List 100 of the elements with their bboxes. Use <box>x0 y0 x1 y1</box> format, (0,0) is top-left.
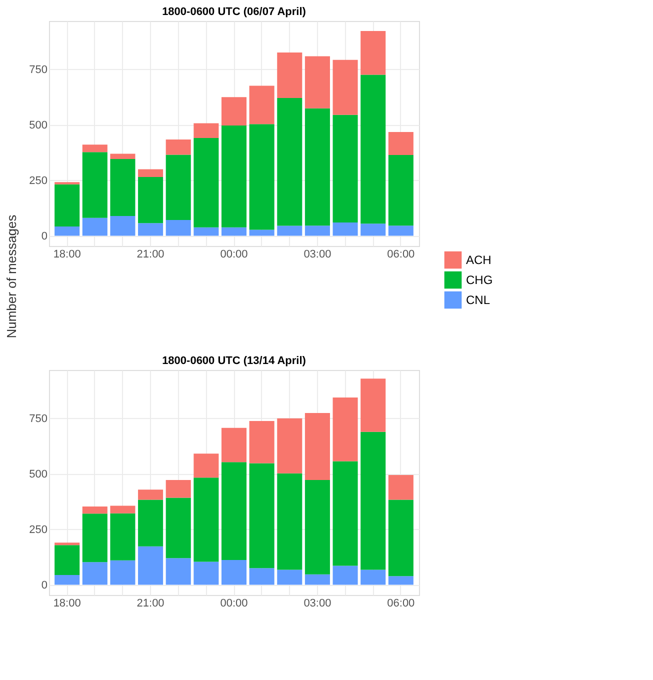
x-tick-label: 00:00 <box>220 598 248 610</box>
bar <box>332 398 358 462</box>
bar <box>249 568 274 585</box>
bar <box>138 500 164 546</box>
bar <box>166 220 191 236</box>
bar <box>194 478 219 562</box>
bar <box>138 176 164 224</box>
bar <box>54 226 80 236</box>
bar <box>194 562 219 585</box>
bar <box>304 413 330 480</box>
bar <box>360 570 386 585</box>
bar <box>360 378 386 432</box>
bar <box>82 218 108 236</box>
bar <box>277 570 302 585</box>
bar <box>388 474 414 500</box>
bar <box>388 576 414 585</box>
bar <box>166 139 191 155</box>
bar <box>194 227 219 236</box>
bar <box>249 86 274 124</box>
bar <box>166 154 191 220</box>
x-tick-label: 03:00 <box>304 598 332 610</box>
bar <box>54 575 80 585</box>
bar <box>221 97 247 126</box>
bar <box>82 144 108 152</box>
y-axis-title: Number of messages <box>4 214 20 338</box>
bar <box>277 473 302 570</box>
bar <box>249 124 274 230</box>
legend-label: CNL <box>466 293 490 307</box>
bar <box>82 152 108 218</box>
x-tick-label: 06:00 <box>387 598 415 610</box>
legend-label: ACH <box>466 253 492 267</box>
bar <box>221 227 247 236</box>
bar <box>360 74 386 224</box>
bar <box>166 498 191 558</box>
bar <box>332 461 358 566</box>
bar <box>304 480 330 574</box>
y-tick-label: 750 <box>29 412 48 425</box>
bar <box>304 108 330 226</box>
chart-title: 1800-0600 UTC (06/07 April) <box>162 6 306 18</box>
chart-title: 1800-0600 UTC (13/14 April) <box>162 355 306 367</box>
bar <box>194 123 219 138</box>
bar <box>54 545 80 576</box>
bar <box>221 560 247 585</box>
y-tick-label: 0 <box>41 230 48 242</box>
bar <box>332 114 358 222</box>
x-tick-label: 03:00 <box>304 248 332 260</box>
bar <box>304 56 330 108</box>
bar <box>110 216 136 236</box>
bar <box>360 432 386 570</box>
x-tick-label: 21:00 <box>136 248 164 260</box>
bar <box>82 506 108 514</box>
x-tick-label: 21:00 <box>136 598 164 610</box>
y-tick-label: 250 <box>29 524 48 536</box>
x-tick-label: 06:00 <box>387 248 415 260</box>
bar <box>221 428 247 462</box>
y-tick-label: 750 <box>29 64 48 76</box>
bar <box>277 52 302 98</box>
bar <box>277 226 302 236</box>
y-tick-label: 250 <box>29 174 48 187</box>
bar <box>249 230 274 236</box>
bar <box>249 463 274 568</box>
bar <box>166 558 191 585</box>
bar <box>221 462 247 560</box>
bar <box>332 222 358 236</box>
y-tick-label: 500 <box>29 119 48 132</box>
bar <box>249 421 274 464</box>
bar <box>110 506 136 514</box>
bar <box>110 154 136 160</box>
y-tick-label: 0 <box>41 579 48 592</box>
bar <box>304 574 330 585</box>
x-tick-label: 18:00 <box>53 598 81 610</box>
bar <box>388 226 414 236</box>
bar <box>138 223 164 236</box>
bar <box>194 138 219 228</box>
bar <box>194 454 219 478</box>
bar <box>332 60 358 115</box>
bar <box>138 546 164 585</box>
bar <box>277 418 302 474</box>
bar <box>54 542 80 546</box>
bar <box>82 514 108 562</box>
legend-label: CHG <box>466 273 493 287</box>
bar <box>388 132 414 156</box>
bar <box>82 562 108 585</box>
bar <box>360 224 386 236</box>
x-tick-label: 00:00 <box>220 248 248 260</box>
bar <box>277 98 302 226</box>
bar <box>388 155 414 226</box>
bar <box>54 184 80 226</box>
bar <box>221 126 247 228</box>
bar <box>110 560 136 585</box>
bar <box>166 480 191 498</box>
x-tick-label: 18:00 <box>53 248 81 260</box>
bar <box>110 513 136 560</box>
bar <box>332 566 358 585</box>
bar <box>388 500 414 576</box>
bar <box>110 159 136 216</box>
y-tick-label: 500 <box>29 468 48 480</box>
bar <box>360 30 386 75</box>
bar <box>138 169 164 177</box>
bar <box>138 490 164 500</box>
